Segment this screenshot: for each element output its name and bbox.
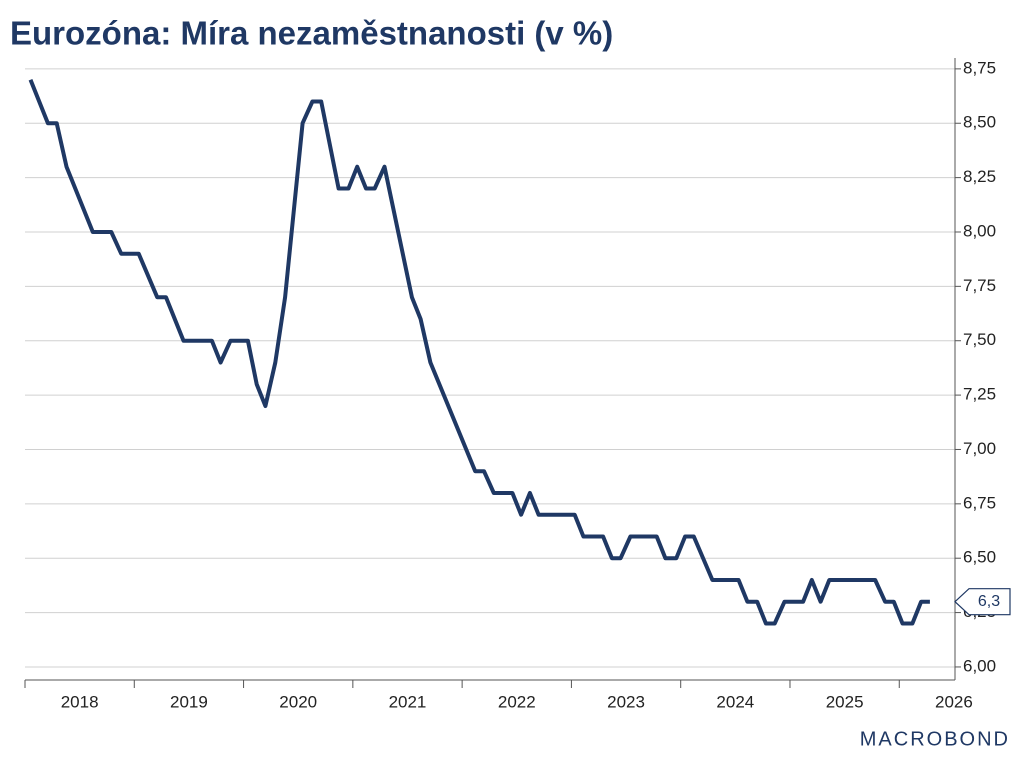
x-tick-label: 2021 [389,692,427,711]
y-tick-label: 7,25 [963,385,996,404]
x-tick-label: 2026 [935,692,973,711]
x-tick-label: 2018 [61,692,99,711]
y-tick-label: 6,00 [963,656,996,675]
y-tick-label: 6,50 [963,548,996,567]
y-tick-label: 8,75 [963,58,996,77]
x-tick-label: 2020 [279,692,317,711]
x-tick-label: 2022 [498,692,536,711]
y-tick-label: 7,00 [963,439,996,458]
y-tick-label: 7,50 [963,330,996,349]
x-tick-label: 2023 [607,692,645,711]
chart-title: Eurozóna: Míra nezaměstnanosti (v %) [10,15,613,52]
y-tick-label: 8,50 [963,113,996,132]
x-tick-label: 2025 [826,692,864,711]
value-callout [954,588,1011,616]
y-tick-label: 7,75 [963,276,996,295]
y-tick-label: 8,25 [963,167,996,186]
line-series [28,78,930,626]
y-tick-label: 6,75 [963,493,996,512]
y-tick-label: 8,00 [963,221,996,240]
value-callout-label: 6,3 [978,593,1000,610]
x-tick-label: 2024 [716,692,754,711]
x-tick-label: 2019 [170,692,208,711]
source-logo: MACROBOND [860,728,1010,750]
